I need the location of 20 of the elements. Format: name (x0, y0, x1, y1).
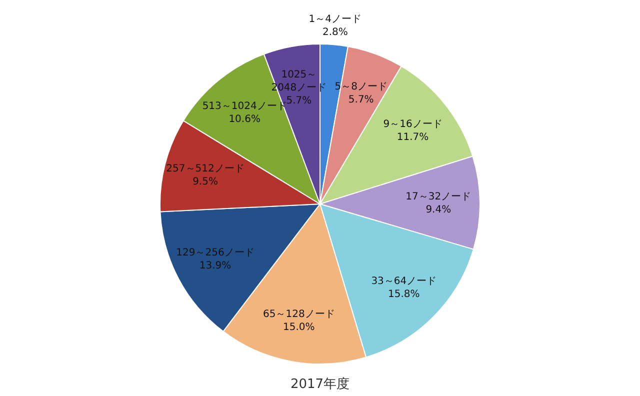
data-label: 15.8% (388, 288, 420, 300)
data-label: 15.0% (283, 322, 315, 333)
slice-label: 513～1024ノード (202, 100, 287, 112)
slice-label: 1～4ノード (308, 13, 362, 24)
slice-label: 257～512ノード (166, 162, 244, 174)
slice-label: 33～64ノード (371, 276, 437, 287)
data-label: 11.7% (396, 131, 429, 142)
text: 2017年度 (290, 376, 350, 392)
slice-label: 5～8ノード (334, 80, 388, 92)
data-label: 13.9% (199, 260, 232, 272)
slice-label: 17～32ノード (406, 191, 472, 202)
slice-label: 65～128ノード (263, 308, 335, 320)
data-label: 5.7% (348, 94, 374, 105)
slice-label: 9～16ノード (383, 118, 442, 130)
data-label: 2.8% (322, 26, 348, 38)
data-label: 9.4% (426, 204, 452, 216)
data-label: 9.5% (192, 176, 218, 187)
data-label: 5.7% (286, 94, 312, 106)
slice-label: 129～256ノード (176, 247, 254, 258)
data-label: 10.6% (228, 114, 260, 125)
